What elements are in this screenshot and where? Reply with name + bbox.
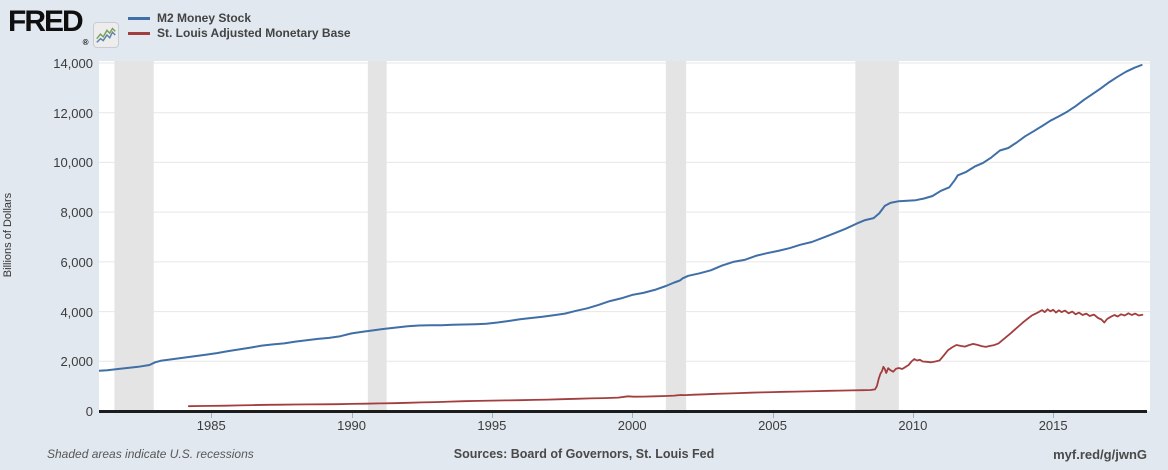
short-url-link[interactable]: myf.red/g/jwnG (1053, 447, 1147, 462)
x-tick-label: 1995 (477, 418, 507, 433)
chart-plot-area (99, 61, 1150, 411)
x-tick-label: 2005 (758, 418, 787, 433)
x-tick-mark (211, 413, 213, 418)
y-tick-label: 2,000 (60, 354, 93, 370)
registered-trademark: ® (82, 38, 89, 47)
footer: Shaded areas indicate U.S. recessions So… (0, 440, 1168, 470)
y-tick-label: 10,000 (53, 155, 93, 171)
x-tick-label: 2010 (898, 418, 928, 433)
x-tick-label: 1985 (196, 418, 226, 433)
y-tick-label: 4,000 (60, 304, 93, 320)
x-tick-mark (632, 413, 634, 418)
x-tick-mark (772, 413, 774, 418)
x-tick-mark (912, 413, 914, 418)
x-tick-mark (1053, 413, 1055, 418)
legend-color-dash (128, 31, 150, 35)
legend-item: St. Louis Adjusted Monetary Base (128, 26, 351, 40)
sources-text: Sources: Board of Governors, St. Louis F… (453, 447, 715, 461)
y-tick-label: 14,000 (53, 55, 93, 71)
legend-item: M2 Money Stock (128, 11, 351, 25)
x-tick-label: 2000 (617, 418, 647, 433)
fred-sparkline-icon (92, 21, 119, 48)
y-tick-label: 12,000 (53, 105, 93, 121)
y-axis-title: Billions of Dollars (2, 192, 14, 278)
legend-label: M2 Money Stock (157, 11, 252, 25)
x-tick-label: 1990 (337, 418, 367, 433)
y-tick-label: 0 (85, 404, 93, 419)
recession-note: Shaded areas indicate U.S. recessions (47, 447, 254, 461)
fred-logo[interactable]: FRED® (8, 6, 119, 59)
legend-label: St. Louis Adjusted Monetary Base (157, 26, 351, 40)
plot-svg (99, 61, 1150, 411)
legend-color-dash (128, 16, 150, 20)
recession-band (114, 61, 154, 411)
recession-band (665, 61, 687, 411)
recession-band (855, 61, 899, 411)
recession-band (367, 61, 387, 411)
x-axis-line (99, 410, 1147, 413)
chart-legend: M2 Money Stock St. Louis Adjusted Monetar… (128, 11, 351, 41)
y-tick-label: 6,000 (60, 254, 93, 270)
m2-money-stock-line (99, 64, 1143, 372)
x-tick-mark (351, 413, 353, 418)
monetary-base-line (187, 308, 1144, 408)
fred-wordmark: FRED® (8, 5, 89, 48)
y-tick-label: 8,000 (60, 205, 93, 221)
header: FRED® M2 Money Stock St. Louis Adjusted M… (0, 0, 1168, 56)
x-tick-label: 2015 (1038, 418, 1068, 433)
x-tick-mark (491, 413, 493, 418)
